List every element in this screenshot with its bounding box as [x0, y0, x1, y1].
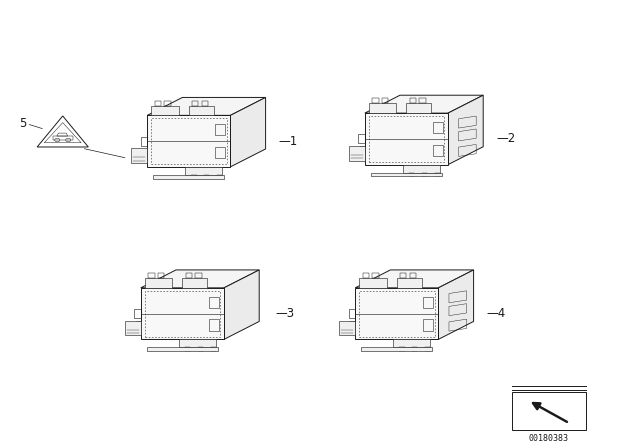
Polygon shape	[230, 97, 266, 167]
Polygon shape	[448, 95, 483, 165]
Polygon shape	[185, 167, 223, 175]
Text: —4: —4	[486, 307, 506, 320]
Text: —3: —3	[275, 307, 294, 320]
Polygon shape	[403, 165, 440, 173]
Polygon shape	[349, 146, 365, 160]
Bar	[512, 392, 586, 430]
Polygon shape	[224, 270, 259, 340]
Polygon shape	[141, 288, 224, 340]
Polygon shape	[355, 288, 438, 340]
Text: —2: —2	[496, 132, 515, 146]
Text: —1: —1	[278, 134, 298, 148]
Polygon shape	[355, 270, 474, 288]
Polygon shape	[362, 348, 432, 351]
Polygon shape	[365, 95, 483, 113]
Polygon shape	[359, 278, 387, 288]
Polygon shape	[339, 321, 355, 335]
Polygon shape	[179, 340, 216, 348]
Polygon shape	[182, 278, 207, 288]
Polygon shape	[131, 148, 147, 163]
Polygon shape	[365, 113, 448, 165]
Polygon shape	[397, 278, 422, 288]
Polygon shape	[369, 103, 396, 113]
Polygon shape	[147, 348, 218, 351]
Polygon shape	[189, 105, 214, 115]
Polygon shape	[371, 173, 442, 177]
Polygon shape	[141, 270, 259, 288]
Polygon shape	[151, 105, 179, 115]
Polygon shape	[125, 321, 141, 335]
Polygon shape	[154, 175, 224, 178]
Polygon shape	[438, 270, 474, 340]
Polygon shape	[406, 103, 431, 113]
Polygon shape	[145, 278, 172, 288]
Polygon shape	[393, 340, 431, 348]
Text: 5: 5	[19, 116, 27, 130]
Polygon shape	[147, 97, 266, 115]
Polygon shape	[147, 115, 230, 167]
Text: 00180383: 00180383	[529, 434, 569, 443]
